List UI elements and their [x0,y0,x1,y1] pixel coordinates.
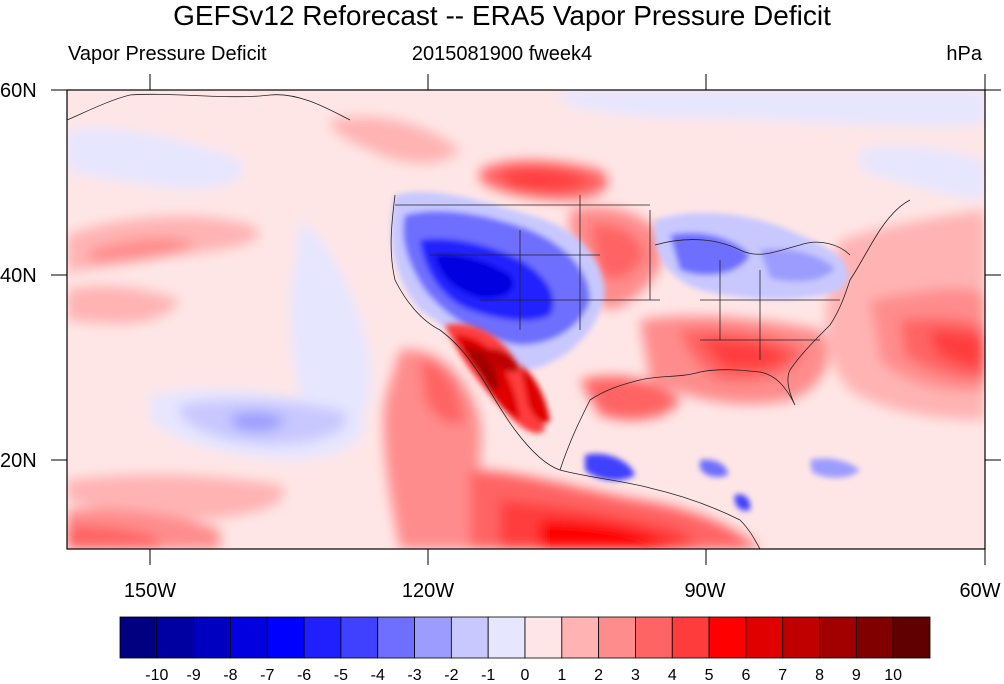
colorbar-box [892,616,931,659]
colorbar-label: -7 [260,667,274,684]
colorbar-box [745,616,784,659]
units-label: hPa [946,43,982,65]
lat-label-40n: 40N [0,265,37,287]
colorbar-label: 1 [557,667,566,684]
map-title: GEFSv12 Reforecast -- ERA5 Vapor Pressur… [173,0,831,31]
colorbar-label: -8 [223,667,237,684]
lat-label-60n: 60N [0,80,37,102]
colorbar-box [819,616,857,659]
vpd-field [67,90,985,549]
colorbar-box [671,616,710,659]
colorbar-box [561,616,600,659]
colorbar-box [230,616,268,659]
colorbar-label: 8 [815,667,824,684]
colorbar-box [377,616,415,659]
colorbar-label: 6 [741,667,750,684]
date-label: 2015081900 fweek4 [411,43,593,65]
colorbar-box [598,616,636,659]
map-frame [66,89,986,550]
colorbar-box [340,616,379,659]
colorbar-box [266,616,305,659]
colorbar-label: 4 [668,667,677,684]
colorbar-box [303,616,342,659]
colorbar-label: -3 [407,667,421,684]
colorbar-box [193,616,231,659]
variable-label: Vapor Pressure Deficit [68,43,267,65]
colorbar-box [487,616,526,659]
lon-label-60w: 60W [959,580,1001,602]
colorbar-box [524,616,563,659]
colorbar-label: 5 [705,667,714,684]
colorbar-label: -6 [297,667,311,684]
colorbar-label: -10 [145,667,168,684]
colorbar-box [782,616,820,659]
colorbar-label: 3 [631,667,640,684]
colorbar-labels: -10 -9 -8 -7 -6 -5 -4 -3 -2 -1 0 1 2 3 4 5 6 7 8 9 10 [145,667,902,684]
colorbar-label: -5 [334,667,348,684]
colorbar-label: -4 [371,667,385,684]
lat-label-20n: 20N [0,450,37,472]
colorbar-box [156,616,195,659]
colorbar-label: 0 [521,667,530,684]
colorbar-box [708,616,747,659]
lon-label-120w: 120W [401,580,455,602]
axis-ticks [51,74,1001,565]
colorbar [119,616,931,659]
colorbar-label: -2 [444,667,458,684]
colorbar-label: -9 [187,667,201,684]
coastlines [67,93,911,549]
lon-label-90w: 90W [684,580,726,602]
colorbar-label: 7 [778,667,787,684]
colorbar-box [414,616,452,659]
colorbar-label: 9 [852,667,861,684]
lon-label-150w: 150W [123,580,177,602]
colorbar-box [635,616,673,659]
colorbar-box [855,616,894,659]
colorbar-box [119,616,158,659]
colorbar-label: 10 [884,667,902,684]
colorbar-box [450,616,489,659]
colorbar-label: -1 [481,667,495,684]
colorbar-label: 2 [594,667,603,684]
